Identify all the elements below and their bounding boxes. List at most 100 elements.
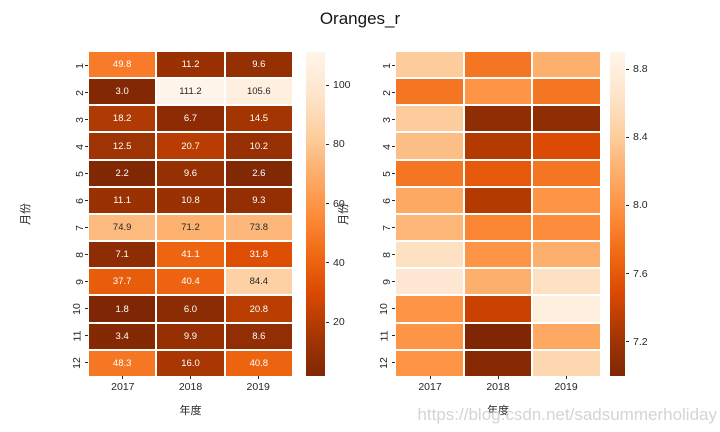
colorbar-tick-label: 40 <box>333 256 345 269</box>
heatmap-cell <box>533 79 600 105</box>
colorbar-tick: 60 <box>325 198 345 210</box>
cell-annotation: 3.0 <box>115 86 129 98</box>
y-tick-mark <box>392 173 395 174</box>
cell-annotation: 37.7 <box>112 276 132 288</box>
y-tick-mark <box>85 92 88 93</box>
cell-annotation: 20.8 <box>249 303 269 315</box>
y-tick-mark <box>85 362 88 363</box>
heatmap-cell: 73.8 <box>225 214 292 241</box>
x-tick-mark <box>190 376 191 379</box>
chart-title: Oranges_r <box>319 9 401 28</box>
heatmap-cell <box>533 160 600 186</box>
cell-annotation: 71.2 <box>181 222 200 234</box>
cell-annotation: 9.3 <box>252 194 266 206</box>
heatmap-cell: 20.8 <box>225 296 292 322</box>
cell-annotation: 31.8 <box>249 249 269 261</box>
x-tick-label: 2019 <box>246 381 270 393</box>
colorbar-tick-label: 20 <box>333 316 345 329</box>
x-tick-label: 2019 <box>554 381 578 393</box>
y-tick: 7 <box>59 214 89 241</box>
heatmap-cell: 3.0 <box>89 79 156 105</box>
colorbar-tick-label: 80 <box>333 138 345 151</box>
x-tick: 2017 <box>89 376 157 396</box>
heatmap-cell: 9.3 <box>225 187 292 213</box>
x-tick-mark <box>565 376 567 379</box>
cell-annotation: 40.4 <box>181 276 200 288</box>
y-tick-mark <box>85 227 88 228</box>
y-tick-label: 10 <box>378 302 391 315</box>
y-tick-mark <box>85 200 88 201</box>
y-tick: 6 <box>59 187 89 214</box>
y-tick-mark <box>392 146 395 147</box>
heatmap-cell <box>396 323 463 349</box>
y-tick-label: 6 <box>74 197 87 204</box>
x-tick-label: 2018 <box>178 381 203 393</box>
heatmap-cell <box>396 160 463 186</box>
cell-annotation: 16.0 <box>181 357 200 369</box>
y-tick: 10 <box>366 295 396 322</box>
heatmap-cell <box>464 133 532 159</box>
y-tick-label: 3 <box>74 116 87 123</box>
x-tick: 2017 <box>396 376 464 396</box>
y-tick: 12 <box>366 349 396 376</box>
heatmap-cell: 1.8 <box>89 296 156 322</box>
heatmap-grid: 49.8 11.2 9.6 3.0 111.2 105.6 18.2 6.7 14.5 12.5 2… <box>89 52 292 376</box>
y-tick: 9 <box>366 268 396 295</box>
heatmap-cell <box>533 323 600 349</box>
cell-annotation: 18.2 <box>112 113 132 125</box>
y-tick-label: 11 <box>378 330 391 341</box>
y-tick-mark <box>85 119 88 120</box>
x-tick-mark <box>257 376 259 379</box>
heatmap-panel-left: 月份 1 2 3 4 5 6 7 8 9 10 11 12 49.8 11.2 9.6 3.0 111.2 10… <box>20 52 351 417</box>
y-tick: 9 <box>59 268 89 295</box>
y-tick: 4 <box>366 133 396 160</box>
y-tick: 10 <box>59 295 89 322</box>
x-tick-label: 2017 <box>418 381 442 393</box>
y-tick: 5 <box>366 160 396 187</box>
heatmap-grid <box>396 52 600 376</box>
x-tick-label: 2018 <box>486 381 510 393</box>
heatmap-cell <box>533 133 600 159</box>
y-tick-mark <box>392 92 395 93</box>
heatmap-cell: 11.2 <box>157 52 224 78</box>
y-tick-mark <box>85 173 88 174</box>
x-axis-label: 年度 <box>487 405 509 417</box>
heatmap-cell <box>533 296 600 322</box>
cell-annotation: 10.2 <box>249 140 269 152</box>
y-tick-label: 1 <box>381 62 394 69</box>
y-tick-mark <box>392 308 395 309</box>
heatmap-cell: 48.3 <box>89 350 156 376</box>
x-tick-label: 2017 <box>111 381 135 393</box>
heatmap-cell: 71.2 <box>157 214 224 241</box>
heatmap-cell: 10.8 <box>157 187 224 213</box>
heatmap-cell <box>533 106 600 132</box>
cell-annotation: 2.6 <box>252 167 266 179</box>
heatmap-cell <box>396 296 463 322</box>
heatmap-cell: 40.4 <box>157 269 224 295</box>
x-tick: 2018 <box>464 376 532 396</box>
y-tick-labels: 1 2 3 4 5 6 7 8 9 10 11 12 <box>366 52 396 376</box>
heatmap-cell <box>533 350 600 376</box>
x-tick: 2019 <box>224 376 292 396</box>
colorbar-tick: 100 <box>325 79 351 91</box>
y-tick: 11 <box>366 322 396 349</box>
heatmap-cell <box>464 187 532 213</box>
y-tick-label: 12 <box>71 356 84 369</box>
y-tick-mark <box>85 281 88 282</box>
x-tick-mark <box>497 376 499 379</box>
heatmap-cell: 31.8 <box>225 242 292 268</box>
y-tick-labels: 1 2 3 4 5 6 7 8 9 10 11 12 <box>59 52 89 376</box>
heatmap-cell: 105.6 <box>225 79 292 105</box>
heatmap-cell <box>396 79 463 105</box>
heatmap-cell <box>396 350 463 376</box>
cell-annotation: 11.1 <box>113 194 132 206</box>
heatmap-cell: 84.4 <box>225 269 292 295</box>
cell-annotation: 3.4 <box>115 330 129 342</box>
heatmap-cell: 9.6 <box>225 52 292 78</box>
heatmap-cell: 6.7 <box>157 106 224 132</box>
x-tick-labels: 2017 2018 2019 <box>396 376 600 396</box>
y-tick: 1 <box>366 52 396 79</box>
y-tick-mark <box>392 254 395 255</box>
y-tick-mark <box>392 65 395 66</box>
heatmap-cell: 14.5 <box>225 106 292 132</box>
